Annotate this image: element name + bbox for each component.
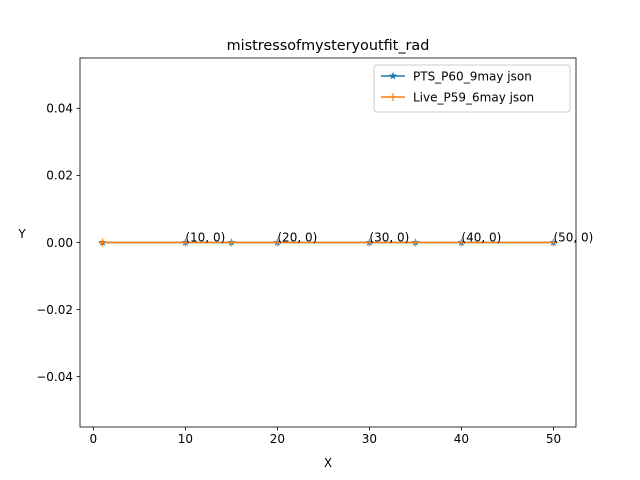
y-tick-label: −0.04 (36, 370, 73, 384)
series-2-point (227, 238, 236, 247)
legend-marker-1 (388, 71, 398, 80)
point-annotation: (20, 0) (277, 231, 317, 245)
series-2-point (365, 238, 374, 247)
series-2-point (457, 238, 466, 247)
y-tick-label: 0.02 (46, 169, 73, 183)
plot-area: 0 10 20 30 40 50 −0.04 −0.02 0.00 0.02 0.04 (10, 0)… (36, 57, 593, 446)
x-tick-label: 0 (90, 432, 98, 446)
chart-title: mistressofmysteryoutfit_rad (227, 38, 430, 54)
x-tick-label: 30 (362, 432, 377, 446)
series-2-point (549, 238, 558, 247)
axes-frame (79, 57, 577, 428)
x-tick-label: 50 (546, 432, 561, 446)
point-annotation: (40, 0) (461, 231, 501, 245)
x-tick-label: 10 (178, 432, 193, 446)
legend-label-1: PTS_P60_9may json (413, 70, 532, 84)
x-tick-label: 40 (454, 432, 469, 446)
legend-label-2: Live_P59_6may json (413, 91, 534, 105)
y-axis-label: Y (17, 227, 26, 241)
series-2-point (98, 238, 107, 247)
point-annotation: (30, 0) (369, 231, 409, 245)
point-annotation: (10, 0) (185, 231, 225, 245)
x-axis-label: X (324, 456, 332, 470)
x-tick-label: 20 (270, 432, 285, 446)
y-tick-label: −0.02 (36, 303, 73, 317)
y-tick-label: 0.04 (46, 102, 73, 116)
legend-frame (373, 64, 571, 113)
legend: PTS_P60_9may json Live_P59_6may json (373, 64, 571, 113)
series-2-point (273, 238, 282, 247)
series-2-point (411, 238, 420, 247)
legend-marker-2 (389, 93, 397, 101)
point-annotation: (50, 0) (553, 231, 593, 245)
y-tick-label: 0.00 (46, 236, 73, 250)
series-2-point (181, 238, 190, 247)
